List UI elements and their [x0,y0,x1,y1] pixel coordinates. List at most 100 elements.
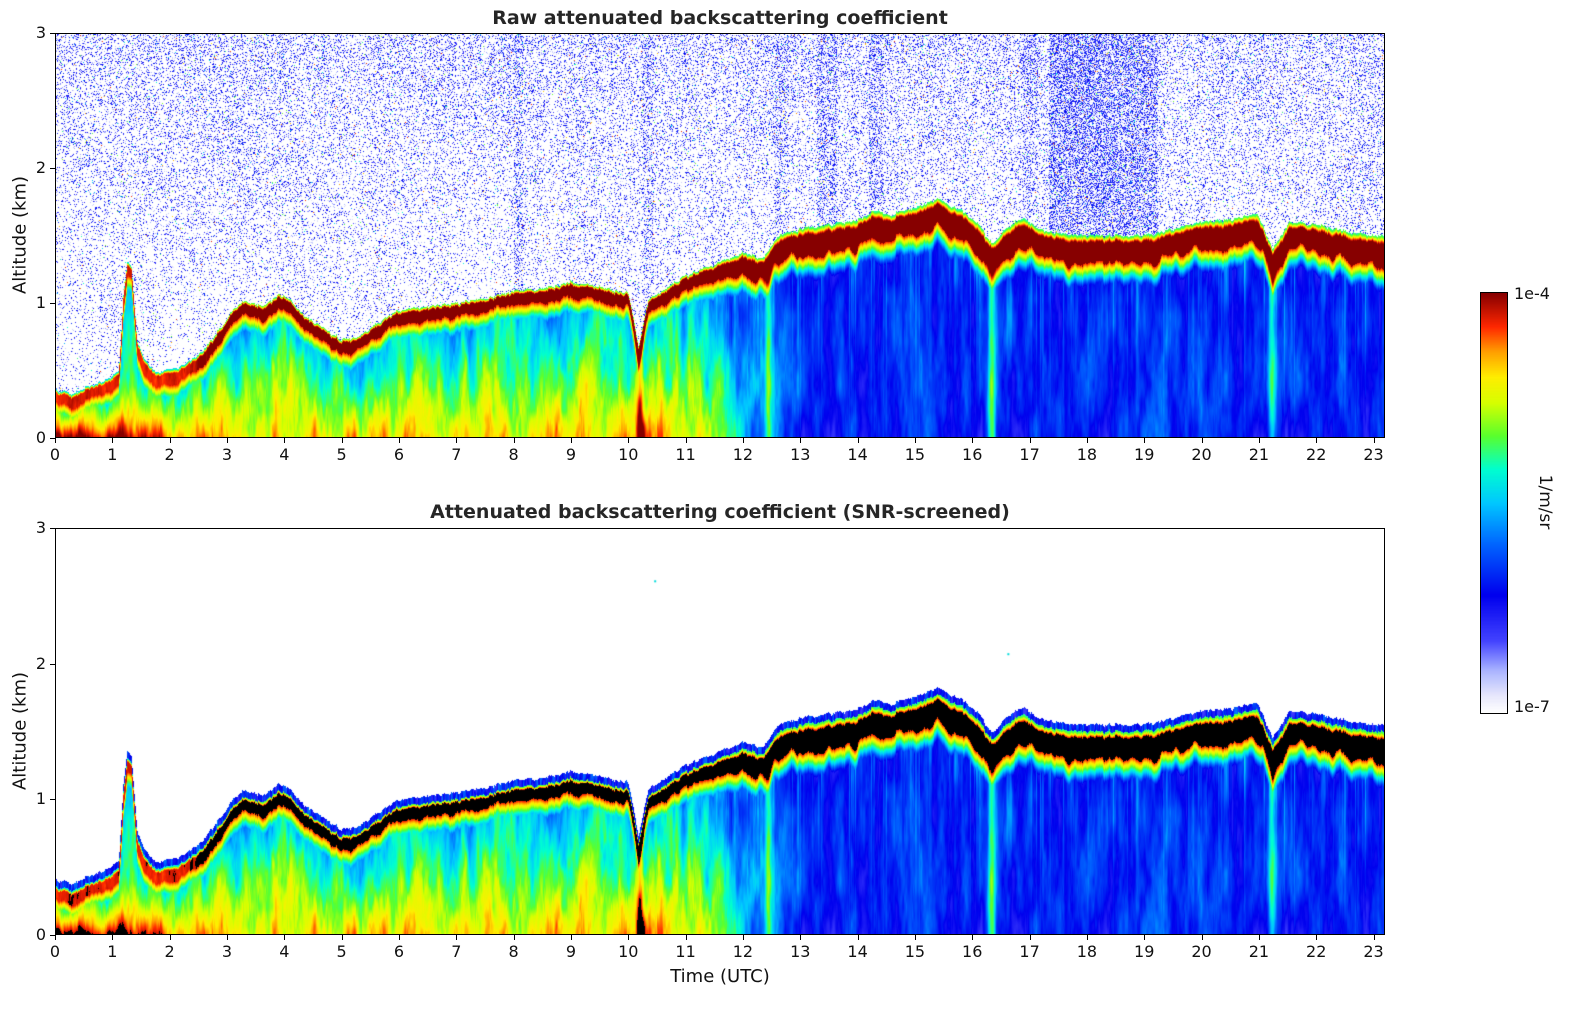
x-tick-label-5: 5 [336,445,347,464]
x-tick-label-12: 12 [732,445,754,464]
x-tick-mark [1258,438,1260,443]
y-tick-label-1: 1 [35,789,46,809]
x-tick-label-14: 14 [847,942,868,961]
x-tick-label-23: 23 [1363,942,1384,961]
y-tick-mark [50,33,55,34]
y-tick-mark [50,799,55,801]
x-tick-mark [513,935,515,940]
x-tick-mark [628,935,630,940]
x-tick-mark [55,438,56,443]
x-tick-label-20: 20 [1191,445,1212,464]
x-tick-mark [628,438,630,443]
x-tick-mark [1316,935,1318,940]
x-tick-label-8: 8 [508,942,519,961]
x-tick-mark [284,935,286,940]
x-tick-label-11: 11 [675,942,696,961]
x-tick-label-21: 21 [1248,445,1270,464]
x-tick-mark [742,935,744,940]
x-tick-label-11: 11 [675,445,696,464]
x-tick-mark [226,935,228,940]
x-tick-mark [284,438,286,443]
x-tick-label-4: 4 [279,942,290,961]
y-tick-label-0: 0 [35,428,46,447]
x-tick-label-22: 22 [1306,942,1327,961]
x-tick-mark [914,438,916,443]
colorbar-gradient-canvas [1481,293,1507,713]
x-tick-mark [1086,935,1088,940]
x-tick-label-20: 20 [1191,942,1212,961]
x-tick-label-8: 8 [508,445,519,464]
y-tick-label-3: 3 [35,518,46,537]
x-tick-label-0: 0 [49,942,61,961]
y-tick-mark [50,168,55,169]
x-tick-label-9: 9 [565,445,577,464]
x-tick-mark [685,935,687,940]
x-axis-label: Time (UTC) [670,966,770,987]
x-tick-mark [456,438,458,443]
x-tick-mark [226,438,228,443]
x-tick-mark [513,438,515,443]
x-tick-label-23: 23 [1363,445,1384,464]
x-tick-label-18: 18 [1076,445,1098,464]
x-tick-mark [112,935,114,940]
top-panel-y-axis-label: Altitude (km) [9,175,31,295]
x-tick-label-6: 6 [393,942,405,961]
x-tick-mark [1086,438,1088,443]
x-tick-label-10: 10 [618,942,639,961]
x-tick-label-12: 12 [732,942,754,961]
x-tick-mark [1373,935,1375,940]
x-tick-mark [800,438,802,443]
x-tick-label-9: 9 [565,942,577,961]
y-tick-label-2: 2 [35,158,46,177]
colorbar-unit-label: 1/m/sr [1535,474,1555,530]
x-tick-mark [169,438,171,443]
bottom-panel-axes [55,528,1385,935]
x-tick-mark [169,935,171,940]
y-tick-label-2: 2 [35,653,46,673]
colorbar [1480,292,1508,714]
x-tick-label-6: 6 [393,445,405,464]
top-panel-title: Raw attenuated backscattering coefficien… [492,7,948,29]
x-tick-label-10: 10 [618,445,639,464]
y-tick-mark [50,663,55,665]
x-tick-mark [398,438,400,443]
top-panel-heatmap-canvas [56,34,1384,437]
x-tick-mark [972,935,974,940]
x-tick-mark [800,935,802,940]
x-tick-mark [1373,438,1375,443]
x-tick-label-15: 15 [904,445,926,464]
x-tick-mark [857,438,859,443]
x-tick-mark [914,935,916,940]
x-tick-label-2: 2 [164,445,175,464]
x-tick-mark [1201,935,1203,940]
x-tick-label-3: 3 [221,942,233,961]
y-tick-label-1: 1 [35,293,46,312]
y-tick-mark [50,438,55,439]
y-tick-mark [50,935,55,936]
x-tick-mark [55,935,56,940]
x-tick-label-17: 17 [1019,942,1040,961]
x-tick-label-16: 16 [962,445,983,464]
x-tick-mark [341,935,343,940]
x-tick-label-0: 0 [49,445,61,464]
bottom-panel-y-axis-label: Altitude (km) [9,671,31,791]
x-tick-mark [570,438,572,443]
x-tick-label-19: 19 [1134,445,1155,464]
x-tick-label-16: 16 [962,942,983,961]
x-tick-label-22: 22 [1306,445,1327,464]
x-tick-mark [112,438,114,443]
x-tick-mark [1029,438,1031,443]
x-tick-label-2: 2 [164,942,175,961]
bottom-panel-heatmap-canvas [56,529,1384,934]
y-tick-label-3: 3 [35,23,46,42]
x-tick-mark [857,935,859,940]
x-tick-mark [341,438,343,443]
x-tick-mark [1316,438,1318,443]
colorbar-max-label: 1e-4 [1514,284,1550,303]
x-tick-mark [1201,438,1203,443]
top-panel-axes [55,33,1385,438]
x-tick-label-3: 3 [221,445,233,464]
x-tick-mark [1029,935,1031,940]
x-tick-label-5: 5 [336,942,347,961]
